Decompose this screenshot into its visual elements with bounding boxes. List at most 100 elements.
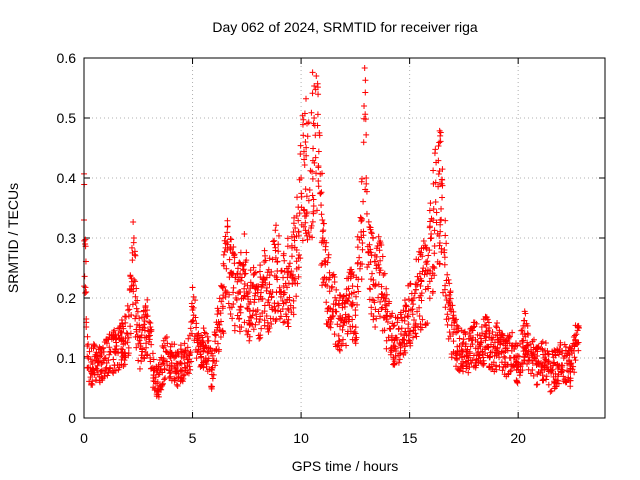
data-point <box>417 283 424 289</box>
data-point <box>149 350 156 357</box>
data-point <box>122 319 129 326</box>
data-point <box>291 275 298 282</box>
data-point <box>539 377 546 384</box>
data-point <box>361 103 368 109</box>
data-point <box>465 369 472 376</box>
data-point <box>295 273 302 280</box>
data-point <box>572 341 579 348</box>
data-point <box>308 222 315 229</box>
data-point <box>478 323 485 330</box>
data-point <box>263 287 270 294</box>
data-point <box>372 251 379 258</box>
data-point <box>407 306 414 313</box>
data-point <box>362 116 369 123</box>
data-point <box>181 371 188 378</box>
data-point <box>432 179 439 186</box>
data-point <box>508 367 515 374</box>
data-point <box>313 170 320 177</box>
data-point <box>175 351 182 358</box>
data-point <box>241 231 248 238</box>
data-point <box>177 342 184 349</box>
data-point <box>492 344 499 351</box>
data-point <box>368 230 375 237</box>
data-point <box>95 371 102 378</box>
data-point <box>187 325 194 332</box>
data-point <box>127 330 134 337</box>
data-point <box>428 275 435 282</box>
data-point <box>138 332 145 339</box>
data-point <box>107 348 114 355</box>
data-point <box>523 342 530 349</box>
data-point <box>321 274 328 281</box>
data-point <box>134 333 141 340</box>
data-point <box>204 368 211 375</box>
data-point <box>203 361 210 368</box>
data-point <box>125 344 132 351</box>
data-point <box>159 361 166 367</box>
data-point <box>442 232 449 239</box>
data-point <box>244 290 251 297</box>
data-point <box>262 252 269 259</box>
plot-frame <box>83 57 606 419</box>
data-point <box>366 241 373 248</box>
data-point <box>489 329 496 336</box>
data-point <box>417 292 424 299</box>
data-point <box>343 342 350 349</box>
data-point <box>214 311 221 318</box>
data-point <box>236 259 243 266</box>
data-point <box>330 271 337 278</box>
data-point <box>486 325 493 332</box>
data-point <box>198 362 205 369</box>
data-point <box>417 249 424 256</box>
data-point <box>416 304 423 311</box>
data-point <box>502 345 509 352</box>
data-point <box>143 340 150 347</box>
data-point <box>390 323 397 330</box>
data-point <box>457 364 464 371</box>
data-point <box>233 296 240 303</box>
data-point <box>429 263 436 270</box>
data-point <box>300 132 307 139</box>
data-point <box>568 347 575 354</box>
data-point <box>264 319 271 326</box>
data-point <box>446 280 453 287</box>
data-point <box>341 303 348 310</box>
data-point <box>351 329 358 336</box>
data-point <box>539 338 546 345</box>
data-point <box>324 259 331 266</box>
data-point <box>220 251 227 258</box>
data-point <box>427 218 434 225</box>
data-point <box>200 348 207 355</box>
data-point <box>236 306 243 313</box>
data-point <box>521 331 528 337</box>
data-point <box>229 315 236 322</box>
data-point <box>306 187 313 193</box>
data-point <box>261 247 268 254</box>
data-point <box>247 313 254 320</box>
data-point <box>458 354 465 361</box>
data-point <box>489 349 496 355</box>
data-point <box>562 379 569 386</box>
data-point <box>438 180 445 187</box>
data-point <box>241 319 248 326</box>
data-point <box>369 270 376 277</box>
data-point <box>515 362 522 369</box>
data-point <box>418 277 425 284</box>
data-point <box>270 238 277 245</box>
data-point <box>281 318 288 325</box>
data-point <box>331 331 338 338</box>
data-point <box>217 334 224 341</box>
data-point <box>155 363 162 370</box>
data-point <box>436 139 443 146</box>
data-point <box>222 233 229 240</box>
data-point <box>542 358 549 365</box>
data-point <box>281 268 288 275</box>
data-point <box>428 215 435 222</box>
data-point <box>405 313 412 320</box>
data-point <box>168 363 175 370</box>
data-point <box>302 139 309 145</box>
data-point <box>159 356 166 363</box>
data-point <box>336 337 343 344</box>
x-tick-label: 5 <box>189 430 197 446</box>
data-point <box>281 289 288 296</box>
